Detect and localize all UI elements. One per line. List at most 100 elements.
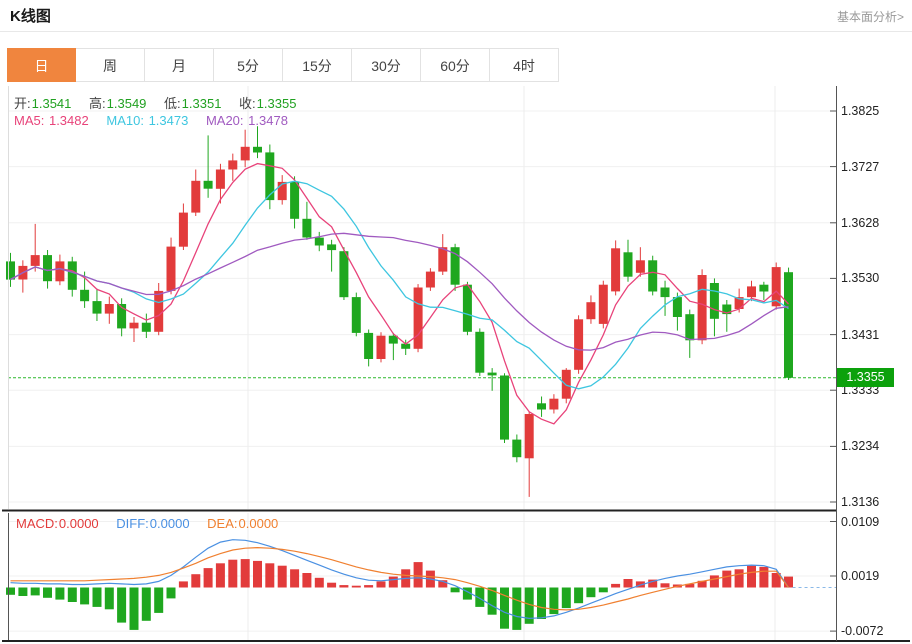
macd-bar bbox=[302, 573, 312, 588]
macd-bar bbox=[67, 587, 77, 602]
macd-bar bbox=[277, 565, 287, 588]
candle-body bbox=[586, 302, 596, 320]
candle-body bbox=[574, 319, 584, 370]
candle-body bbox=[203, 180, 213, 189]
y-axis-label: 1.3727 bbox=[841, 159, 880, 174]
tab-5min[interactable]: 5分 bbox=[214, 48, 283, 82]
tab-day[interactable]: 日 bbox=[7, 48, 76, 82]
y-axis-label: -0.0072 bbox=[841, 624, 884, 639]
macd-bar bbox=[388, 576, 398, 588]
ma5-value: 1.3482 bbox=[48, 113, 89, 128]
page-header: K线图 基本面分析> bbox=[0, 0, 912, 32]
macd-bar bbox=[487, 587, 497, 615]
macd-bar bbox=[240, 559, 250, 588]
y-axis-label: 1.3530 bbox=[841, 271, 880, 286]
candle-body bbox=[648, 260, 658, 292]
tab-30min[interactable]: 30分 bbox=[352, 48, 421, 82]
candle-body bbox=[512, 439, 522, 458]
candle-body bbox=[660, 287, 670, 298]
candle-body bbox=[265, 152, 275, 201]
candle-body bbox=[141, 322, 151, 332]
y-axis-label: 1.3825 bbox=[841, 104, 880, 118]
macd-bar bbox=[561, 587, 571, 609]
candle-body bbox=[500, 375, 509, 440]
tab-month[interactable]: 月 bbox=[145, 48, 214, 82]
macd-bar bbox=[203, 568, 213, 588]
ma-readout: MA5: 1.3482 MA10: 1.3473 MA20: 1.3478 bbox=[14, 113, 302, 128]
macd-bar bbox=[759, 566, 769, 588]
candle-body bbox=[240, 146, 250, 161]
macd-bar bbox=[154, 587, 164, 613]
macd-bar bbox=[586, 587, 596, 598]
open-label: 开: bbox=[14, 96, 31, 111]
candle-body bbox=[784, 272, 793, 378]
tab-15min[interactable]: 15分 bbox=[283, 48, 352, 82]
macd-bar bbox=[191, 574, 201, 588]
ma5-readout: MA5: 1.3482 bbox=[14, 113, 89, 128]
macd-bar bbox=[253, 560, 262, 588]
macd-bar bbox=[351, 585, 361, 588]
candle-body bbox=[462, 284, 472, 332]
candle-body bbox=[92, 301, 102, 314]
macd-bar bbox=[413, 562, 423, 588]
candle-body bbox=[339, 251, 349, 298]
candle-body bbox=[401, 343, 411, 349]
ma10-readout: MA10: 1.3473 bbox=[106, 113, 188, 128]
macd-bar bbox=[574, 587, 584, 604]
tab-60min[interactable]: 60分 bbox=[421, 48, 490, 82]
high-value: 1.3549 bbox=[106, 96, 147, 111]
macd-bar bbox=[265, 563, 275, 588]
macd-bar bbox=[6, 587, 15, 595]
high-label: 高: bbox=[89, 96, 106, 111]
macd-bar bbox=[660, 583, 670, 588]
candle-body bbox=[561, 369, 571, 399]
macd-bar bbox=[709, 575, 719, 588]
fundamental-analysis-link[interactable]: 基本面分析> bbox=[836, 10, 904, 24]
tab-4hour[interactable]: 4时 bbox=[490, 48, 559, 82]
candle-body bbox=[771, 267, 781, 307]
candle-body bbox=[129, 322, 139, 329]
macd-bar bbox=[166, 587, 176, 599]
candle-body bbox=[734, 297, 744, 309]
candle-body bbox=[759, 284, 769, 292]
y-axis-label: 1.3628 bbox=[841, 215, 880, 230]
candle-body bbox=[672, 297, 682, 317]
candle-body bbox=[722, 304, 732, 315]
dea-value: 0.0000 bbox=[238, 516, 279, 531]
macd-bar bbox=[117, 587, 127, 623]
candle-body bbox=[154, 290, 164, 332]
macd-bar bbox=[598, 587, 608, 593]
candle-body bbox=[43, 255, 52, 282]
macd-bar bbox=[141, 587, 151, 621]
macd-bar bbox=[314, 577, 324, 588]
candle-body bbox=[364, 332, 374, 359]
candle-body bbox=[302, 218, 312, 238]
ma5-line bbox=[10, 162, 789, 425]
macd-bar bbox=[376, 581, 386, 588]
tab-week[interactable]: 周 bbox=[76, 48, 145, 82]
diff-line bbox=[10, 539, 789, 620]
current-price-badge: 1.3355 bbox=[837, 368, 894, 387]
macd-bar bbox=[697, 580, 707, 588]
candle-body bbox=[549, 398, 559, 410]
candle-body bbox=[314, 237, 324, 246]
candle-body bbox=[425, 271, 435, 288]
macd-bar bbox=[462, 587, 472, 600]
ma10-label: MA10: bbox=[106, 113, 144, 128]
ma20-line bbox=[10, 232, 789, 351]
candle-body bbox=[450, 247, 460, 285]
macd-bar bbox=[92, 587, 102, 607]
y-axis-label: 1.3136 bbox=[841, 495, 880, 509]
candle-body bbox=[6, 261, 15, 280]
macd-bar bbox=[500, 587, 509, 629]
macd-bar bbox=[475, 587, 485, 607]
macd-readout: MACD:0.0000 DIFF:0.0000 DEA:0.0000 bbox=[16, 516, 292, 531]
candle-body bbox=[178, 212, 188, 247]
candle-body bbox=[598, 284, 608, 324]
macd-bar bbox=[327, 582, 337, 588]
candle-body bbox=[228, 160, 238, 170]
ma10-value: 1.3473 bbox=[148, 113, 189, 128]
candle-body bbox=[117, 304, 127, 329]
candle-body bbox=[611, 248, 621, 292]
